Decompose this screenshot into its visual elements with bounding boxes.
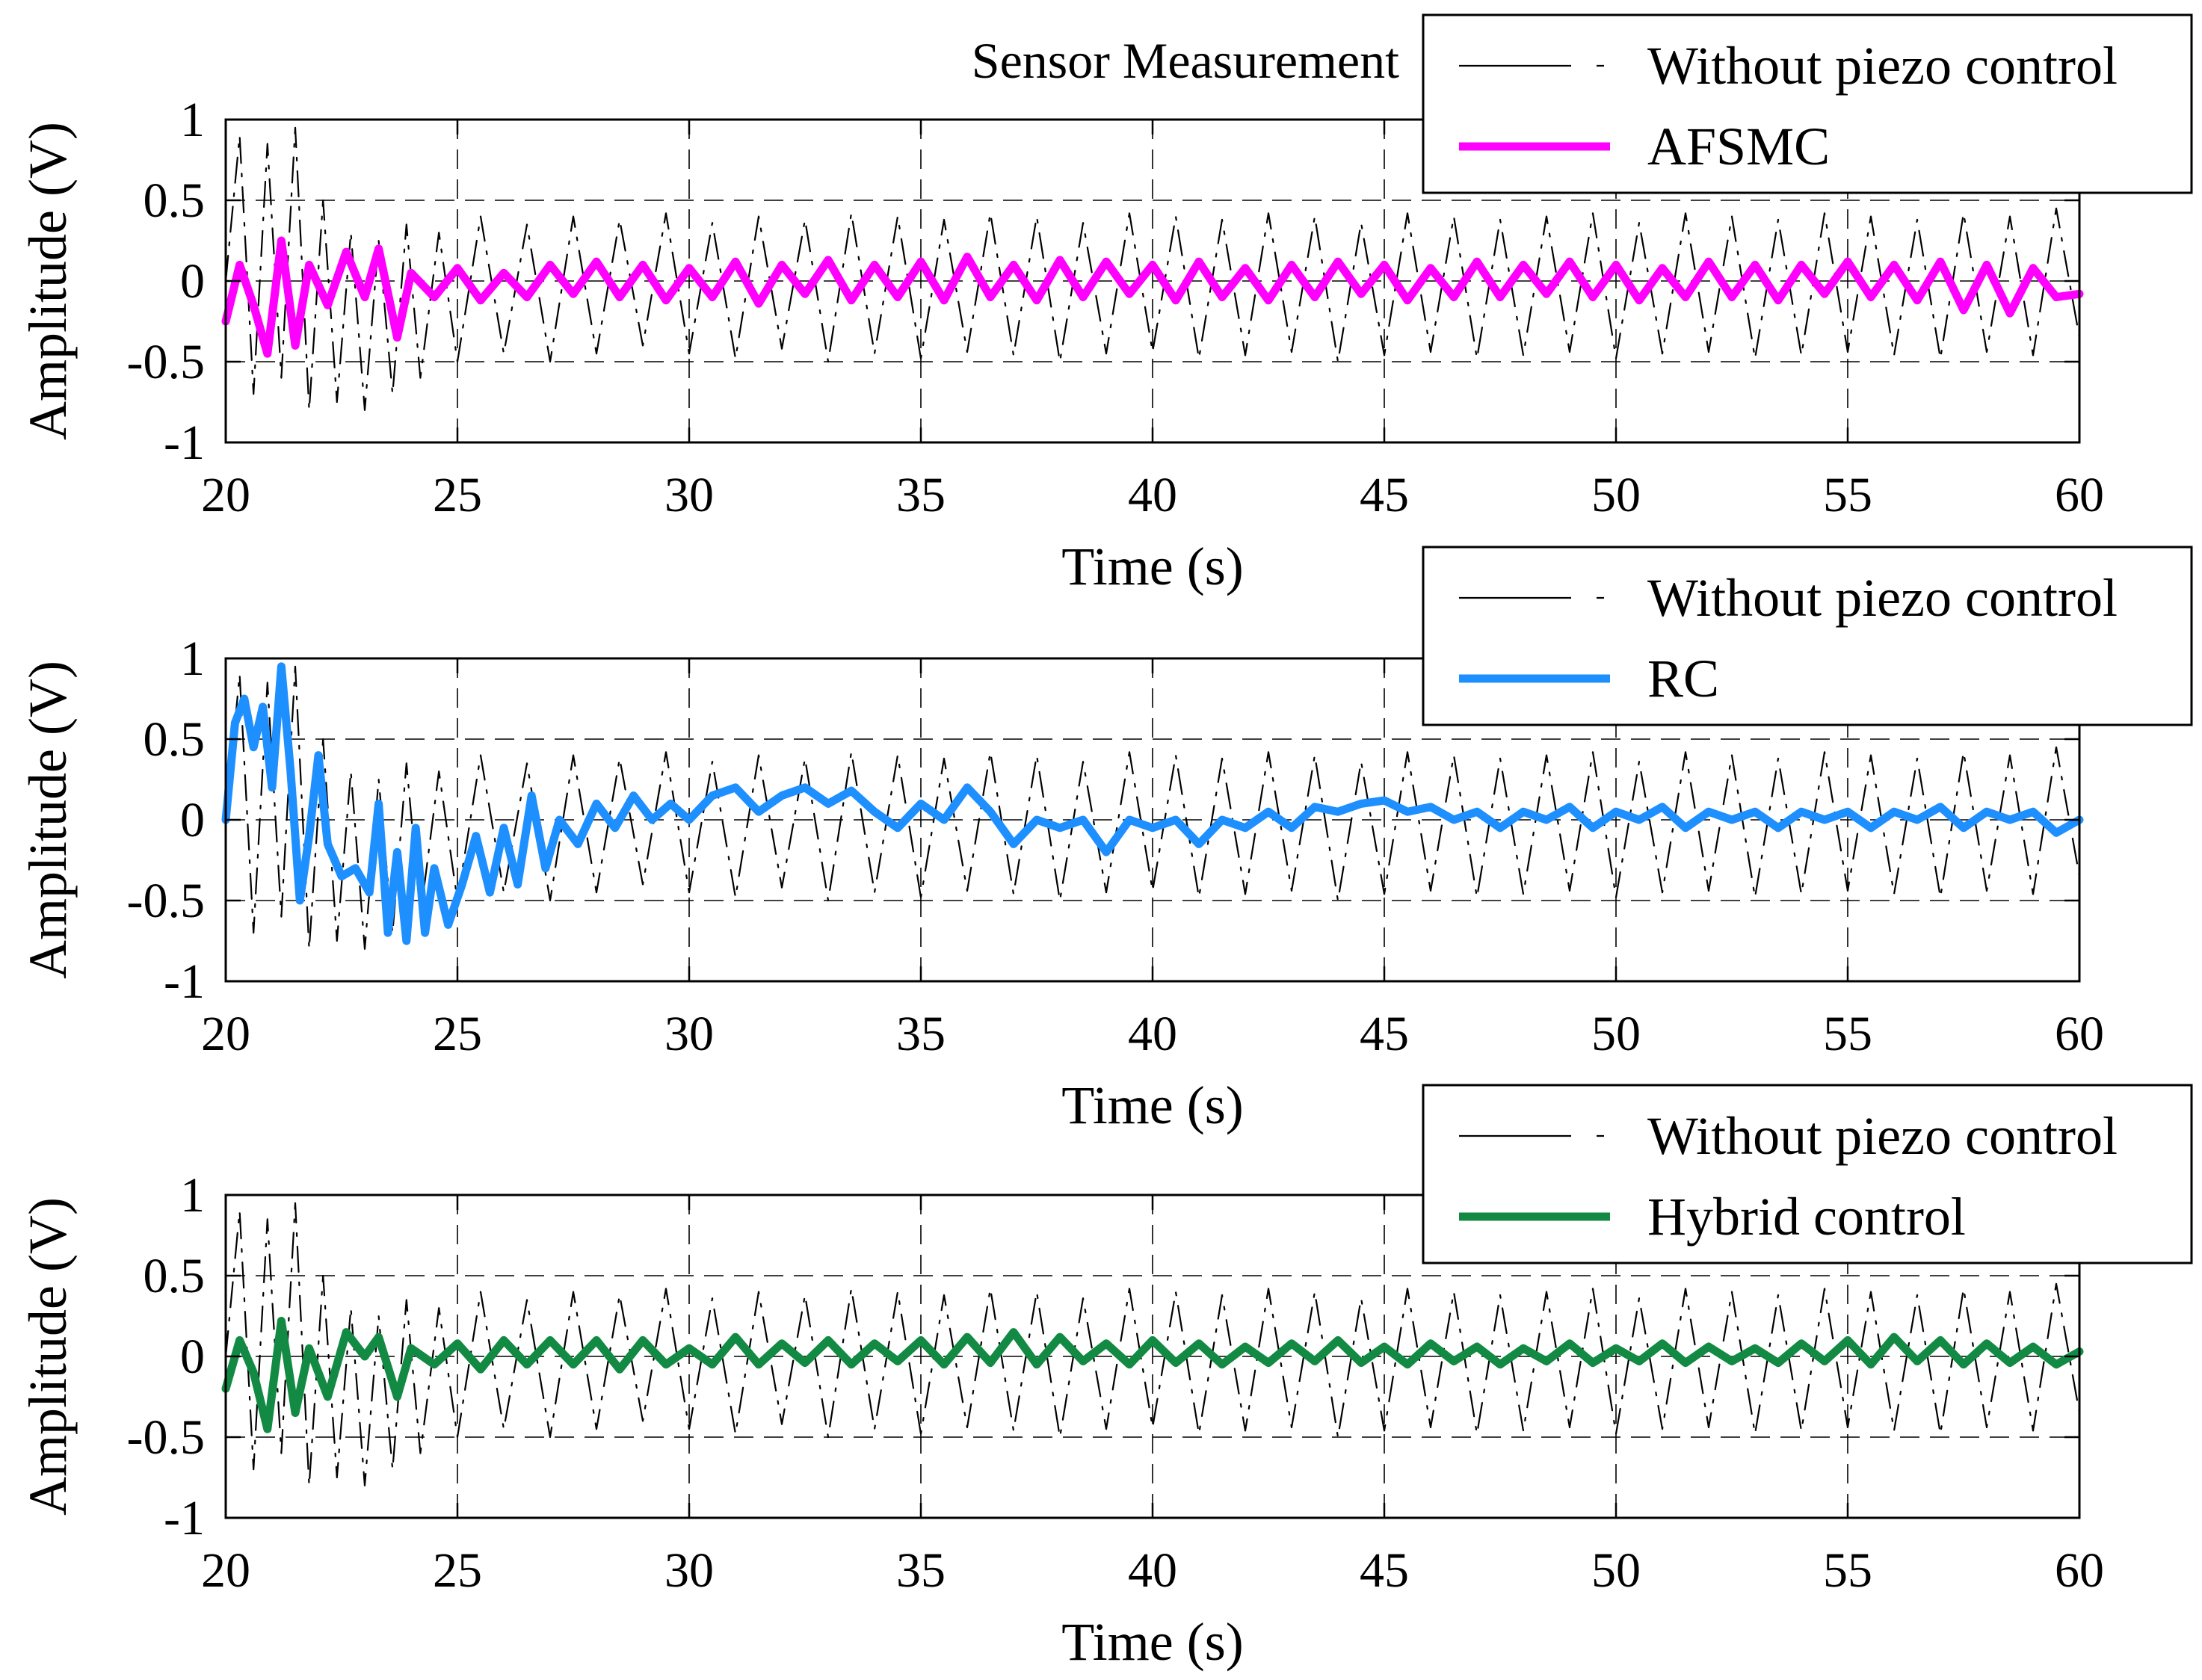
- legend: Without piezo control AFSMC: [1422, 13, 2193, 194]
- x-tick-label: 45: [1360, 1007, 1409, 1061]
- x-tick-label: 20: [201, 1007, 250, 1061]
- legend-box: [1422, 1084, 2193, 1264]
- x-axis-label: Time (s): [1061, 537, 1243, 596]
- chart-panel-1: 20 25 30 35 40 45 50 55 60 1 0.5 0 -0.5 -1 Time (s) Amp…: [18, 13, 2193, 596]
- y-tick-label: -1: [164, 954, 205, 1009]
- x-tick-label: 35: [896, 1007, 946, 1061]
- legend-box: [1422, 13, 2193, 194]
- y-tick-label: 0.5: [144, 173, 206, 228]
- x-tick-label: 50: [1591, 1007, 1641, 1061]
- x-tick-label: 45: [1360, 468, 1409, 522]
- y-tick-label: 0.5: [144, 1249, 206, 1303]
- legend-label-rc: RC: [1647, 649, 1719, 708]
- x-axis-label: Time (s): [1061, 1075, 1243, 1135]
- x-tick-label: 30: [664, 1007, 714, 1061]
- x-tick-label: 35: [896, 468, 946, 522]
- x-tick-label: 55: [1823, 1007, 1872, 1061]
- series-line-afsmc: [221, 236, 2084, 358]
- y-tick-label: -1: [164, 1491, 205, 1545]
- series-line-rc: [221, 662, 2084, 945]
- chart-title: Sensor Measurement: [972, 32, 1399, 89]
- y-tick-label: -1: [164, 416, 205, 470]
- legend-label-without-piezo-control: Without piezo control: [1647, 36, 2118, 96]
- legend-label-without-piezo-control: Without piezo control: [1647, 1106, 2118, 1166]
- x-tick-label: 40: [1128, 1543, 1177, 1598]
- y-tick-label: 1: [180, 631, 205, 686]
- x-tick-label: 40: [1128, 1007, 1177, 1061]
- x-tick-label: 25: [433, 1007, 482, 1061]
- chart-panel-3: 20 25 30 35 40 45 50 55 60 1 0.5 0 -0.5 -1 Time (s) Amp…: [18, 1084, 2193, 1672]
- y-axis-label: Amplitude (V): [18, 122, 78, 440]
- x-tick-label: 55: [1823, 1543, 1872, 1598]
- x-tick-label: 40: [1128, 468, 1177, 522]
- x-tick-label: 55: [1823, 468, 1872, 522]
- y-tick-label: -0.5: [127, 874, 205, 928]
- y-tick-label: 1: [180, 1168, 205, 1223]
- x-tick-label: 50: [1591, 468, 1641, 522]
- x-tick-label: 60: [2055, 1007, 2104, 1061]
- legend: Without piezo control Hybrid control: [1422, 1084, 2193, 1264]
- x-tick-label: 30: [664, 468, 714, 522]
- x-tick-label: 50: [1591, 1543, 1641, 1598]
- x-tick-label: 20: [201, 1543, 250, 1598]
- chart-panels: 20 25 30 35 40 45 50 55 60 1 0.5 0 -0.5 -1 Time (s) Amp…: [18, 13, 2193, 1672]
- legend-label-without-piezo-control: Without piezo control: [1647, 568, 2118, 628]
- legend-box: [1422, 546, 2193, 726]
- series-line-without-piezo-control: [224, 665, 2081, 950]
- series-line-without-piezo-control: [224, 1202, 2081, 1486]
- y-axis-label: Amplitude (V): [18, 1197, 78, 1516]
- x-tick-label: 35: [896, 1543, 946, 1598]
- y-tick-label: 1: [180, 93, 205, 147]
- y-tick-label: -0.5: [127, 1410, 205, 1465]
- x-tick-label: 25: [433, 1543, 482, 1598]
- x-tick-label: 30: [664, 1543, 714, 1598]
- legend: Without piezo control RC: [1422, 546, 2193, 726]
- legend-label-afsmc: AFSMC: [1647, 117, 1830, 176]
- y-tick-label: -0.5: [127, 335, 205, 389]
- x-tick-label: 45: [1360, 1543, 1409, 1598]
- x-tick-label: 25: [433, 468, 482, 522]
- chart-panel-2: 20 25 30 35 40 45 50 55 60 1 0.5 0 -0.5 -1 Time (s) Amp…: [18, 546, 2193, 1135]
- x-tick-label: 60: [2055, 468, 2104, 522]
- y-axis-label: Amplitude (V): [18, 661, 78, 979]
- series-line-without-piezo-control: [224, 126, 2081, 411]
- x-axis-label: Time (s): [1061, 1612, 1243, 1672]
- y-tick-label: 0: [180, 793, 205, 847]
- legend-label-hybrid-control: Hybrid control: [1647, 1187, 1966, 1247]
- y-tick-label: 0: [180, 254, 205, 309]
- series-line-hybrid-control: [221, 1317, 2084, 1433]
- x-tick-label: 60: [2055, 1543, 2104, 1598]
- y-tick-label: 0.5: [144, 712, 206, 767]
- y-tick-label: 0: [180, 1330, 205, 1384]
- x-tick-label: 20: [201, 468, 250, 522]
